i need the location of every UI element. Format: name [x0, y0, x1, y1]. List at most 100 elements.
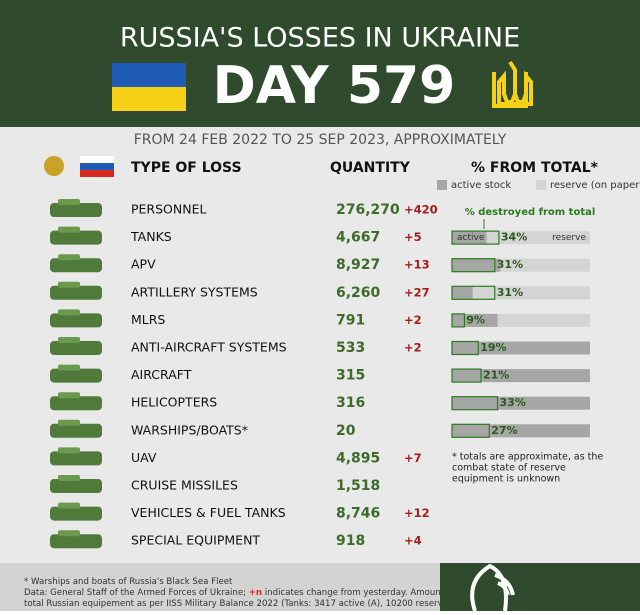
icon — [50, 534, 102, 549]
loss-type: UAV — [131, 450, 157, 465]
icon — [50, 341, 102, 355]
quantity: 918 — [336, 533, 365, 549]
icon — [50, 423, 102, 438]
destroyed-bar — [451, 258, 496, 273]
footer-text: Data: General Staff of the Armed Forces … — [24, 588, 456, 598]
active-bar — [452, 424, 590, 438]
change: +7 — [404, 451, 422, 465]
note: combat state of reserve — [452, 463, 566, 474]
icon — [50, 230, 102, 245]
icon-detail — [58, 199, 80, 205]
icon-detail — [58, 530, 80, 537]
logo — [470, 563, 515, 612]
quantity: 791 — [336, 312, 365, 328]
legend-label: reserve (on paper) — [550, 180, 640, 191]
footer-text: indicates change from yesterday. Amount … — [262, 588, 456, 598]
change: +4 — [404, 534, 422, 548]
title: RUSSIA'S LOSSES IN UKRAINE — [120, 23, 520, 54]
icon-detail — [58, 337, 80, 343]
flag-yellow — [112, 87, 186, 111]
destroyed-bar — [451, 285, 496, 300]
quantity: 8,746 — [336, 506, 380, 522]
column-header: QUANTITY — [330, 160, 411, 176]
active-bar — [452, 286, 473, 300]
quantity: 276,270 — [336, 202, 400, 218]
footer-text: Data: General Staff of the Armed Forces … — [24, 588, 249, 598]
note: equipment is unknown — [452, 474, 560, 485]
icon — [50, 258, 102, 273]
bar-reserve-label: reserve — [552, 233, 586, 243]
bar-note: % destroyed from total — [465, 207, 596, 218]
icon-detail — [58, 309, 80, 316]
quantity: 8,927 — [336, 257, 380, 273]
change: +27 — [404, 285, 430, 299]
trident — [492, 60, 533, 108]
footer-highlight: +n — [249, 588, 262, 598]
flag-blue — [112, 63, 186, 87]
destroyed-bar — [451, 396, 499, 411]
loss-type: PERSONNEL — [131, 202, 206, 217]
destroyed-bar — [451, 230, 500, 245]
destroyed-bar — [451, 368, 482, 383]
loss-type: APV — [131, 257, 156, 272]
ru-flag-white — [80, 156, 114, 163]
header-band — [0, 0, 640, 127]
day-counter: DAY 579 — [213, 56, 456, 116]
footer-text: total Russian equipement as per IISS Mil… — [24, 599, 466, 609]
loss-type: WARSHIPS/BOATS* — [131, 422, 248, 437]
loss-type: ANTI-AIRCRAFT SYSTEMS — [131, 340, 287, 355]
icon-detail — [58, 281, 80, 288]
percent-label: 19% — [480, 341, 506, 354]
icon — [50, 313, 102, 328]
change: +5 — [404, 230, 422, 244]
change: +12 — [404, 506, 430, 520]
quantity: 1,518 — [336, 478, 380, 494]
active-bar — [452, 313, 498, 327]
legend-label: active stock — [451, 180, 511, 191]
reserve-bar — [452, 286, 590, 300]
active-bar — [452, 341, 590, 355]
period: FROM 24 FEB 2022 TO 25 SEP 2023, APPROXI… — [134, 132, 507, 148]
icon — [50, 368, 102, 383]
ru-flag-red — [80, 170, 114, 177]
change: +420 — [404, 203, 438, 217]
percent-label: 27% — [491, 424, 517, 437]
destroyed-bar — [451, 313, 466, 328]
icon — [50, 479, 102, 493]
percent-label: 33% — [500, 396, 526, 409]
icon-detail — [58, 502, 80, 509]
change: +2 — [404, 341, 422, 355]
icon-detail — [58, 447, 80, 454]
loss-type: MLRS — [131, 312, 165, 327]
loss-type: CRUISE MISSILES — [131, 478, 238, 493]
percent-label: 31% — [497, 258, 523, 271]
column-header: TYPE OF LOSS — [131, 160, 242, 176]
loss-type: HELICOPTERS — [131, 395, 217, 410]
loss-type: ARTILLERY SYSTEMS — [131, 284, 258, 299]
percent-label: 9% — [466, 313, 485, 326]
icon-detail — [58, 254, 80, 261]
legend-swatch — [437, 180, 447, 190]
legend-swatch — [536, 180, 546, 190]
icon — [50, 451, 102, 466]
emblem — [44, 156, 64, 176]
active-bar — [452, 231, 487, 245]
icon — [50, 203, 102, 217]
quantity: 316 — [336, 395, 365, 411]
loss-type: SPECIAL EQUIPMENT — [131, 533, 260, 548]
percent-label: 34% — [501, 231, 527, 244]
quantity: 533 — [336, 340, 365, 356]
quantity: 4,667 — [336, 230, 380, 246]
quantity: 315 — [336, 368, 365, 384]
icon-detail — [58, 364, 80, 371]
logo-band — [440, 563, 640, 611]
active-bar — [452, 258, 501, 272]
icon-detail — [58, 419, 80, 426]
active-bar — [452, 396, 590, 410]
quantity: 6,260 — [336, 285, 381, 301]
destroyed-bar — [451, 340, 479, 356]
note: * totals are approximate, as the — [452, 452, 603, 463]
bar-active-label: active — [457, 233, 485, 243]
destroyed-bar — [451, 423, 490, 438]
